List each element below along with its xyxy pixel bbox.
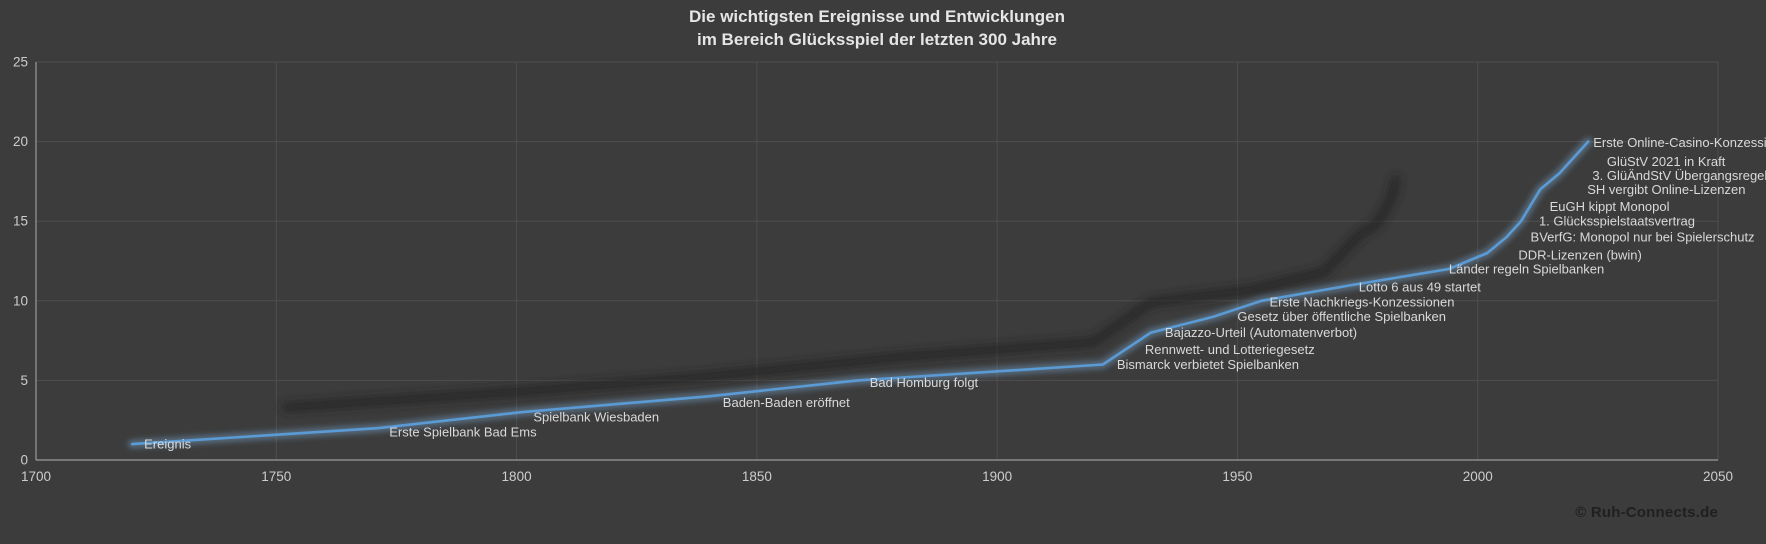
event-label: Bajazzo-Urteil (Automatenverbot) xyxy=(1165,325,1357,340)
x-tick-label: 2000 xyxy=(1463,469,1493,484)
event-label: SH vergibt Online-Lizenzen xyxy=(1587,182,1745,197)
event-label: GlüStV 2021 in Kraft xyxy=(1607,154,1726,169)
watermark: © Ruh-Connects.de xyxy=(1575,504,1718,521)
x-tick-label: 1950 xyxy=(1222,469,1252,484)
event-label: Bismarck verbietet Spielbanken xyxy=(1117,357,1299,372)
shadow-series-line xyxy=(281,175,1401,412)
axes xyxy=(35,62,1718,461)
event-label: Bad Homburg folgt xyxy=(870,375,979,390)
event-label: BVerfG: Monopol nur bei Spielerschutz xyxy=(1531,230,1755,245)
y-tick-label: 0 xyxy=(20,453,28,468)
chart-title-line2: im Bereich Glücksspiel der letzten 300 J… xyxy=(697,30,1057,49)
chart-title: Die wichtigsten Ereignisse und Entwicklu… xyxy=(36,5,1718,51)
x-tick-label: 1700 xyxy=(21,469,51,484)
event-label: Lotto 6 aus 49 startet xyxy=(1359,279,1482,294)
y-tick-label: 25 xyxy=(13,55,28,70)
event-label: Länder regeln Spielbanken xyxy=(1449,261,1604,276)
event-label: Rennwett- und Lotteriegesetz xyxy=(1145,342,1315,357)
x-tick-label: 1800 xyxy=(502,469,532,484)
event-label: EuGH kippt Monopol xyxy=(1550,199,1670,214)
x-tick-label: 1850 xyxy=(742,469,772,484)
y-tick-label: 5 xyxy=(20,373,28,388)
event-label: Ereignis xyxy=(144,437,191,452)
event-label: 3. GlüÄndStV Übergangsregelung xyxy=(1592,168,1766,183)
event-label: Gesetz über öffentliche Spielbanken xyxy=(1237,309,1446,324)
event-label: DDR-Lizenzen (bwin) xyxy=(1518,248,1642,263)
event-label: Baden-Baden eröffnet xyxy=(723,395,850,410)
y-tick-label: 10 xyxy=(13,293,28,308)
event-label: Erste Nachkriegs-Konzessionen xyxy=(1269,294,1454,309)
event-label: Erste Online-Casino-Konzessionen xyxy=(1593,135,1766,150)
shadow-line-path xyxy=(281,175,1401,412)
x-tick-label: 2050 xyxy=(1703,469,1733,484)
y-tick-label: 20 xyxy=(13,134,28,149)
y-tick-label: 15 xyxy=(13,214,28,229)
x-tick-label: 1900 xyxy=(982,469,1012,484)
event-label: Erste Spielbank Bad Ems xyxy=(389,425,537,440)
event-label: Spielbank Wiesbaden xyxy=(533,410,659,425)
event-label: 1. Glücksspielstaatsvertrag xyxy=(1539,214,1695,229)
chart-title-line1: Die wichtigsten Ereignisse und Entwicklu… xyxy=(689,7,1065,26)
event-line-path xyxy=(130,140,1590,446)
event-labels: Ereignis Erste Spielbank Bad EmsSpielbank… xyxy=(144,135,1766,451)
x-tick-label: 1750 xyxy=(261,469,291,484)
event-series-line xyxy=(127,137,1593,449)
tick-labels: 0 5 10 15 20 25 1700 1750 1800 1850 1900 1950 2000 20… xyxy=(13,55,1733,485)
